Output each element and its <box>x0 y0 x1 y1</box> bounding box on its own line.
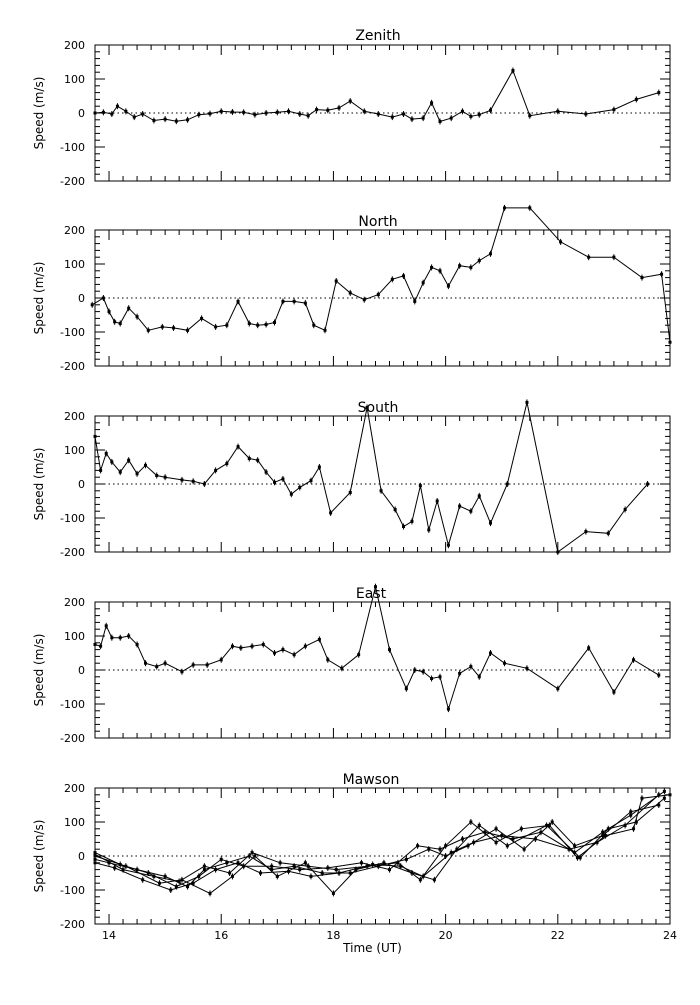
panel-east: East Speed (m/s) 200 100 0 -100 -200 <box>32 583 671 745</box>
panel-title: South <box>358 400 399 416</box>
y-tick-label: 0 <box>78 850 85 863</box>
y-tick-label: -100 <box>60 512 85 525</box>
panel-title: Zenith <box>355 28 400 44</box>
y-tick-label: 100 <box>64 444 85 457</box>
y-tick-label: 0 <box>78 107 85 120</box>
panel-zenith: Zenith Speed (m/s) 200 100 0 -100 -200 <box>32 28 671 188</box>
series-line <box>94 790 665 888</box>
series-line <box>94 794 660 891</box>
y-axis-label: Speed (m/s) <box>32 448 46 521</box>
y-tick-label: -200 <box>60 732 85 745</box>
y-tick-label: 0 <box>78 478 85 491</box>
y-tick-label: -100 <box>60 698 85 711</box>
y-tick-label: 200 <box>64 596 85 609</box>
y-tick-label: 100 <box>64 630 85 643</box>
series-line <box>94 797 665 895</box>
y-tick-label: -100 <box>60 141 85 154</box>
panel-mawson: Mawson Speed (m/s) 200 100 0 -100 -200 14 16 18 20… <box>32 772 677 955</box>
series-line <box>94 402 648 553</box>
y-axis-label: Speed (m/s) <box>32 634 46 707</box>
x-tick-label: 16 <box>214 929 228 942</box>
y-tick-label: 0 <box>78 664 85 677</box>
x-tick-label: 18 <box>326 929 340 942</box>
x-tick-label: 22 <box>551 929 565 942</box>
y-axis-label: Speed (m/s) <box>32 820 46 893</box>
y-tick-label: 100 <box>64 73 85 86</box>
x-tick-label: 14 <box>102 929 116 942</box>
panel-south: South Speed (m/s) 200 100 0 -100 -200 <box>32 399 671 559</box>
y-tick-label: -200 <box>60 546 85 559</box>
panel-title: East <box>356 586 387 602</box>
x-axis-label: Time (UT) <box>342 941 402 955</box>
y-tick-label: 0 <box>78 292 85 305</box>
y-tick-label: -100 <box>60 326 85 339</box>
y-tick-label: -200 <box>60 918 85 931</box>
y-tick-label: -100 <box>60 884 85 897</box>
y-axis-label: Speed (m/s) <box>32 77 46 150</box>
series-line <box>94 794 671 883</box>
panel-title: North <box>358 214 397 230</box>
x-tick-label: 24 <box>663 929 677 942</box>
y-tick-label: 200 <box>64 410 85 423</box>
panel-north: North Speed (m/s) 200 100 0 -100 -200 <box>32 214 671 373</box>
y-tick-label: 200 <box>64 39 85 52</box>
series-line <box>94 69 659 123</box>
x-tick-label: 20 <box>439 929 453 942</box>
y-tick-label: 200 <box>64 224 85 237</box>
y-tick-label: 200 <box>64 782 85 795</box>
series-line <box>94 804 659 888</box>
panel-title: Mawson <box>343 772 400 788</box>
y-tick-label: -200 <box>60 360 85 373</box>
y-axis-label: Speed (m/s) <box>32 262 46 335</box>
y-tick-label: 100 <box>64 258 85 271</box>
y-tick-label: 100 <box>64 816 85 829</box>
y-tick-label: -200 <box>60 175 85 188</box>
